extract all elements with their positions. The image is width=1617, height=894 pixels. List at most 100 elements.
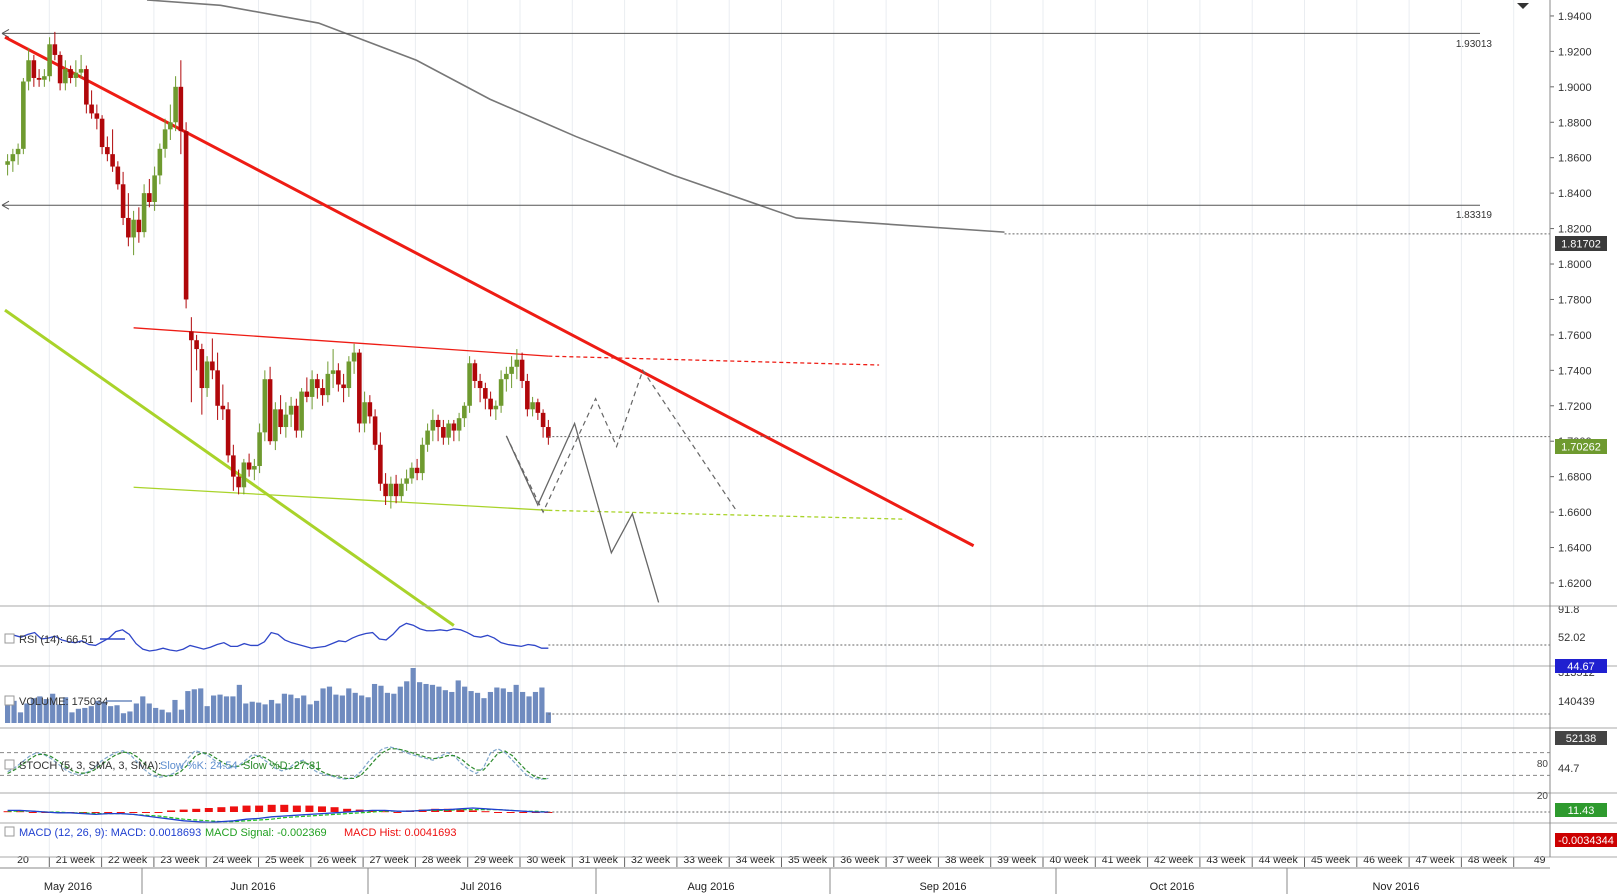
- candle-body: [199, 349, 205, 389]
- rsi-close-box[interactable]: [4, 633, 15, 644]
- price-label-ma-text: 1.81702: [1561, 239, 1601, 251]
- macd-hist-bar: [317, 806, 326, 812]
- week-label: 45 week: [1311, 854, 1351, 866]
- candle-body: [5, 161, 10, 165]
- month-label: Sep 2016: [919, 881, 966, 893]
- week-label: 26 week: [317, 854, 357, 866]
- volume-bar: [442, 690, 448, 723]
- candle-body: [42, 76, 47, 80]
- volume-bar: [404, 681, 410, 723]
- macd-hist-bar: [192, 808, 201, 812]
- candle-body: [241, 462, 247, 488]
- macd-close-box[interactable]: [4, 826, 15, 837]
- candle-body: [147, 193, 152, 202]
- week-label: 34 week: [736, 854, 776, 866]
- week-label: 28 week: [422, 854, 462, 866]
- volume-bar: [50, 693, 56, 723]
- candle-body: [220, 405, 226, 410]
- macd-hist-bar: [154, 812, 163, 813]
- price-tick-label: 1.8400: [1558, 188, 1592, 200]
- price-tick-label: 1.6400: [1558, 543, 1592, 555]
- stoch-tick-label: 44.7: [1558, 763, 1579, 775]
- volume-bar: [307, 704, 313, 723]
- volume-bar: [436, 686, 442, 723]
- volume-tick-label: 140439: [1558, 696, 1595, 708]
- volume-bar: [301, 695, 307, 723]
- candle-body: [278, 409, 283, 428]
- volume-bar: [217, 694, 223, 723]
- rsi-current-label: 44.67: [1555, 659, 1607, 673]
- candle-body: [404, 478, 409, 484]
- candle-body: [430, 419, 436, 431]
- volume-bar: [500, 688, 506, 723]
- stoch-level-80-text: 80: [1537, 759, 1549, 770]
- volume-bar: [159, 709, 165, 723]
- h-level-arrow: [1, 29, 10, 38]
- volume-bar: [481, 698, 487, 723]
- candle-body: [273, 409, 278, 442]
- candle-body: [178, 86, 184, 132]
- candle-body: [21, 81, 26, 149]
- week-label: 43 week: [1206, 854, 1246, 866]
- price-tick-label: 1.9000: [1558, 82, 1592, 94]
- macd-legend: MACD (12, 26, 9): MACD: 0.0018693 MACD S…: [4, 826, 457, 839]
- candle-body: [10, 154, 16, 162]
- macd-hist-bar: [129, 812, 138, 813]
- stoch-close-box[interactable]: [4, 759, 15, 770]
- candle-body: [63, 69, 68, 84]
- volume-bar: [532, 691, 539, 723]
- candle-body: [141, 193, 147, 233]
- macd-hist-bar: [217, 807, 226, 812]
- candle-body: [378, 444, 383, 484]
- volume-bar: [468, 691, 474, 723]
- trendline-upper-channel-dashed: [548, 355, 880, 366]
- macd-current-text: -0.0034344: [1558, 835, 1614, 847]
- price-tick-label: 1.7800: [1558, 294, 1592, 306]
- macd-hist-legend-text: MACD Hist: 0.0041693: [344, 827, 457, 839]
- week-label: 21 week: [56, 854, 96, 866]
- volume-bar: [165, 712, 172, 723]
- volume-bar: [185, 691, 191, 723]
- candle-body: [336, 370, 341, 385]
- macd-current-label: -0.0034344: [1555, 833, 1617, 847]
- candle-body: [215, 370, 220, 406]
- horizontal-levels[interactable]: [1, 29, 1480, 210]
- week-label: 33 week: [683, 854, 723, 866]
- rsi-current-text: 44.67: [1567, 661, 1595, 673]
- macd-hist-bar: [242, 805, 251, 812]
- trendlines[interactable]: [4, 35, 975, 627]
- macd-hist-bar: [255, 805, 264, 812]
- trendline-upper-channel: [133, 327, 549, 357]
- candle-body: [357, 352, 362, 424]
- month-label: Jun 2016: [230, 881, 275, 893]
- week-label: 22 week: [108, 854, 148, 866]
- volume-bar: [243, 703, 249, 723]
- week-label: 44 week: [1259, 854, 1299, 866]
- week-label: 39 week: [997, 854, 1037, 866]
- week-label: 24 week: [213, 854, 253, 866]
- candle-body: [252, 466, 257, 470]
- macd-hist-bar: [280, 804, 289, 812]
- candle-body: [31, 60, 37, 78]
- ma-line: [146, 0, 1005, 233]
- price-tick-label: 1.6800: [1558, 472, 1592, 484]
- volume-bar: [120, 713, 127, 723]
- volume-bar: [397, 686, 403, 723]
- volume-current-box: [1555, 731, 1607, 745]
- volume-bar: [249, 701, 255, 723]
- candle-body: [68, 69, 73, 78]
- macd-line: [7, 807, 549, 824]
- candle-body: [94, 113, 100, 119]
- price-tick-label: 1.9400: [1558, 11, 1592, 23]
- candle-body: [393, 483, 399, 497]
- week-label: 46 week: [1363, 854, 1403, 866]
- volume-close-box[interactable]: [4, 695, 15, 706]
- candle-body: [330, 370, 336, 374]
- candle-body: [425, 430, 430, 445]
- stoch-current-text: 11.43: [1568, 805, 1595, 817]
- candle-body: [78, 69, 84, 73]
- price-tick-label: 1.7400: [1558, 365, 1592, 377]
- candle-body: [136, 219, 142, 233]
- chevron-down-icon[interactable]: [1517, 3, 1529, 9]
